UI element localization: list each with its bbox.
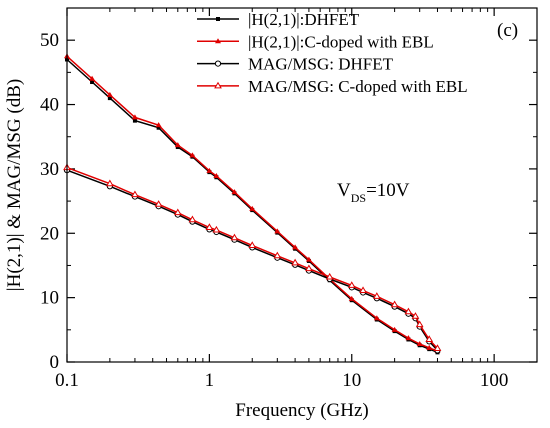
legend-label: MAG/MSG: DHFET xyxy=(248,55,394,74)
series-point xyxy=(249,205,256,211)
series-point xyxy=(391,326,398,332)
series-point xyxy=(173,208,182,216)
series-point xyxy=(426,344,433,350)
series-point xyxy=(248,241,257,249)
tick-layer: 0.1 1 10 100 0 10 20 30 40 50 xyxy=(40,8,538,391)
series-point xyxy=(274,228,281,234)
series-point xyxy=(131,190,139,198)
series-point xyxy=(205,223,214,230)
legend-item: |H(2,1)|:DHFET xyxy=(197,10,360,29)
series-point xyxy=(213,172,220,178)
legend-swatch-marker xyxy=(214,81,222,89)
series-point xyxy=(372,292,381,299)
legend-label: |H(2,1)|:C-doped with EBL xyxy=(248,32,434,51)
series-point xyxy=(348,295,355,301)
series-point xyxy=(433,344,442,351)
series-point xyxy=(106,91,113,97)
x-tick-label: 10 xyxy=(342,370,361,391)
series-4 xyxy=(63,163,442,351)
series-2 xyxy=(64,53,441,354)
x-tick-label: 0.1 xyxy=(55,370,79,391)
plot-frame xyxy=(66,7,538,363)
legend-label: MAG/MSG: C-doped with EBL xyxy=(248,77,468,96)
y-tick-label: 20 xyxy=(40,223,59,244)
legend-item: MAG/MSG: DHFET xyxy=(197,55,394,74)
y-tick-label: 30 xyxy=(40,159,59,180)
series-point xyxy=(230,233,239,241)
series-point xyxy=(90,80,95,85)
series-point xyxy=(105,179,114,187)
legend: |H(2,1)|:DHFET |H(2,1)|:C-doped with EBL M… xyxy=(197,10,468,96)
vds-annotation-tail: =10V xyxy=(366,180,410,201)
series-point xyxy=(154,200,163,207)
y-tick-label: 0 xyxy=(50,352,60,373)
y-axis-title: |H(2,1)| & MAG/MSG (dB) xyxy=(4,79,25,291)
series-point xyxy=(425,335,434,342)
series-point xyxy=(411,312,420,319)
series-point xyxy=(305,264,313,272)
legend-swatch-marker xyxy=(214,60,222,67)
series-point xyxy=(415,320,424,328)
series-point xyxy=(107,96,112,101)
legend-item: MAG/MSG: C-doped with EBL xyxy=(197,77,468,96)
vds-annotation-sub: DS xyxy=(351,191,366,205)
y-tick-label: 40 xyxy=(40,95,59,116)
series-point xyxy=(390,300,399,308)
vds-annotation: VDS=10V xyxy=(337,180,410,205)
series-point xyxy=(188,215,197,223)
series-point xyxy=(89,75,96,81)
series-point xyxy=(305,256,312,262)
legend-item: |H(2,1)|:C-doped with EBL xyxy=(197,32,434,51)
x-tick-label: 1 xyxy=(205,370,215,391)
series-point xyxy=(231,189,238,195)
series-point xyxy=(212,225,221,233)
legend-swatch-marker xyxy=(216,17,220,21)
series-point xyxy=(206,167,213,173)
x-tick-label: 100 xyxy=(480,370,509,391)
series-point xyxy=(347,281,356,288)
series-line xyxy=(66,58,438,353)
series-line xyxy=(66,55,438,352)
series-point xyxy=(131,114,138,120)
series-point xyxy=(325,272,334,280)
series-point xyxy=(132,118,137,123)
series-point xyxy=(292,244,299,250)
series-point xyxy=(155,122,162,128)
series-point xyxy=(359,286,367,294)
legend-swatch-marker xyxy=(215,38,221,44)
series-point xyxy=(416,340,423,346)
series-point xyxy=(189,152,196,158)
legend-label: |H(2,1)|:DHFET xyxy=(248,10,360,29)
series-point xyxy=(404,307,413,315)
panel-label: (c) xyxy=(497,20,518,41)
vds-annotation-main: V xyxy=(337,180,351,201)
y-tick-label: 10 xyxy=(40,288,59,309)
series-point xyxy=(156,125,161,130)
series-point xyxy=(291,258,299,266)
y-tick-label: 50 xyxy=(40,30,59,51)
series-point xyxy=(405,335,412,341)
series-point xyxy=(174,142,181,148)
series-layer xyxy=(63,53,442,355)
x-axis-title: Frequency (GHz) xyxy=(235,400,368,421)
series-point xyxy=(273,251,282,259)
series-point xyxy=(373,315,380,321)
